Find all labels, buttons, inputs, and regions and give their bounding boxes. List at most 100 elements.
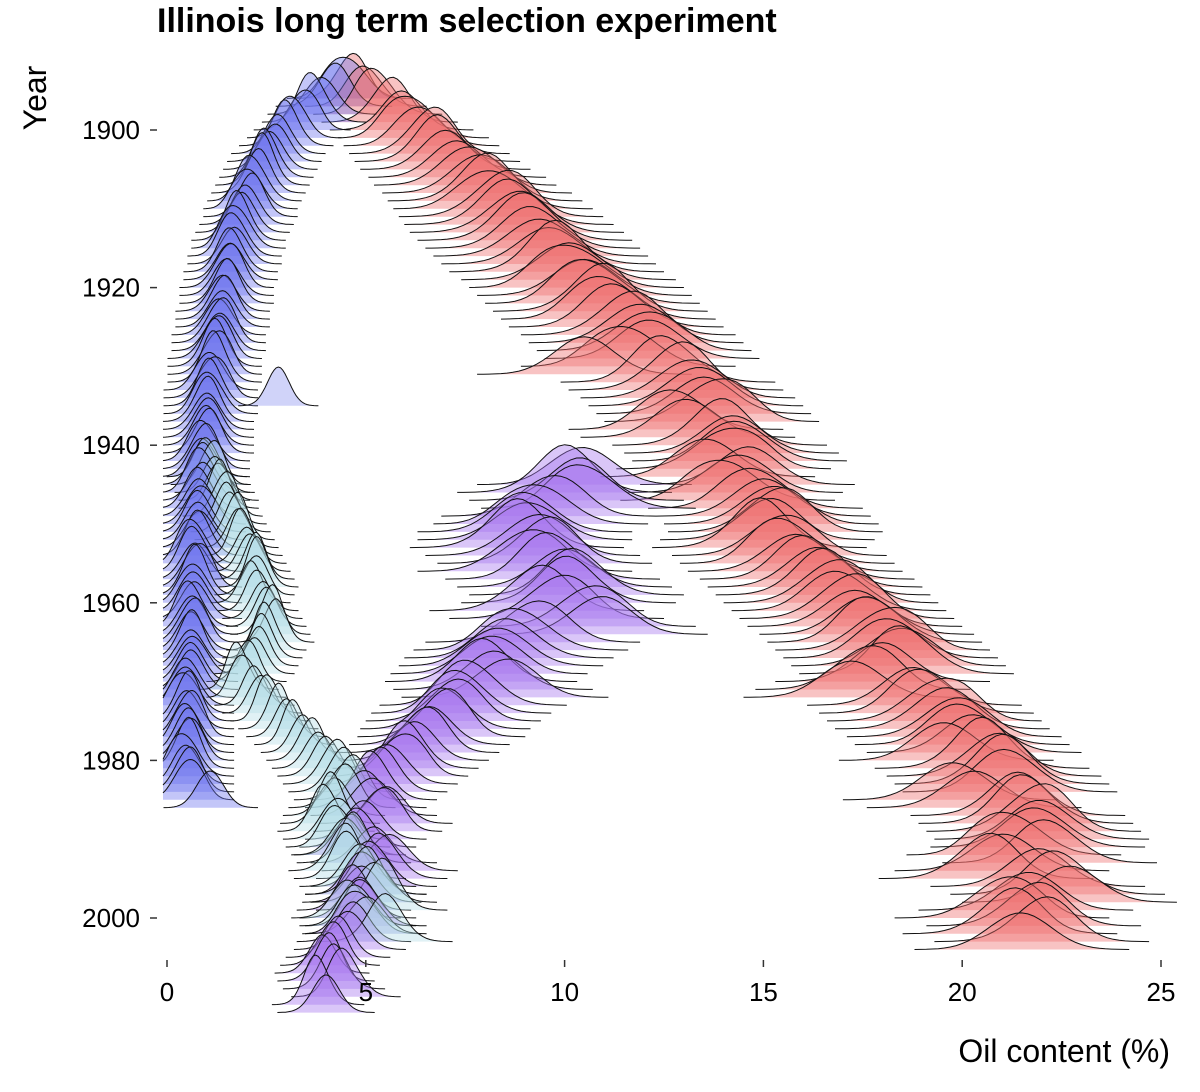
ridge-line bbox=[783, 618, 999, 659]
ridge-line bbox=[198, 641, 279, 690]
ridge-line bbox=[187, 226, 282, 265]
ridge-line bbox=[894, 733, 1110, 785]
ridge-line bbox=[305, 878, 427, 927]
ridge-area bbox=[950, 850, 1165, 895]
ridge-area bbox=[277, 974, 375, 1013]
ridge-area bbox=[305, 879, 427, 926]
ridge-line bbox=[580, 359, 796, 399]
ridge-area bbox=[238, 683, 319, 729]
ridge-area bbox=[469, 245, 684, 288]
ridge-area bbox=[332, 720, 479, 769]
ridge-line bbox=[743, 660, 959, 698]
ridge-area bbox=[203, 173, 298, 217]
ridge-line bbox=[508, 283, 724, 328]
ridge-area bbox=[210, 560, 291, 603]
ridge-line bbox=[739, 573, 955, 619]
ridge-area bbox=[293, 754, 406, 800]
ridge-area bbox=[231, 114, 326, 154]
ridge-line bbox=[175, 290, 270, 328]
ridge-area bbox=[477, 336, 692, 375]
ridge-line bbox=[162, 509, 247, 556]
ridge-area bbox=[178, 463, 259, 501]
ridge-area bbox=[163, 707, 235, 753]
x-tick-label: 15 bbox=[749, 977, 778, 1007]
ridge-area bbox=[807, 667, 1022, 706]
x-axis: 0 5 10 15 20 25 bbox=[160, 960, 1175, 1007]
ridge-line bbox=[874, 716, 1090, 769]
ridge-area bbox=[759, 597, 975, 635]
ridge-area bbox=[401, 659, 609, 698]
ridge-line bbox=[293, 52, 406, 99]
ridge-line bbox=[379, 659, 567, 706]
ridge-line bbox=[318, 892, 453, 943]
ridge-line bbox=[425, 600, 641, 643]
ridge-line bbox=[866, 714, 1082, 753]
ridge-area bbox=[934, 896, 1150, 942]
ridge-area bbox=[747, 590, 963, 627]
ridge-area bbox=[234, 598, 315, 643]
ridge-line bbox=[886, 732, 1102, 777]
y-tick-label: 2000 bbox=[82, 903, 140, 933]
ridge-area bbox=[163, 519, 243, 564]
ridge-area bbox=[253, 90, 351, 130]
ridge-area bbox=[481, 585, 696, 627]
ridge-area bbox=[461, 556, 676, 603]
ridge-area bbox=[588, 367, 804, 406]
ridge-line bbox=[163, 352, 259, 391]
ridge-line bbox=[616, 427, 832, 470]
ridge-area bbox=[175, 275, 270, 312]
ridge-area bbox=[640, 446, 855, 485]
ridge-line bbox=[282, 797, 386, 840]
ridge-line bbox=[186, 481, 267, 525]
ridge-line bbox=[162, 672, 235, 714]
ridge-line bbox=[723, 559, 939, 604]
ridge-line bbox=[288, 763, 396, 809]
ridge-area bbox=[282, 943, 386, 989]
ridge-area bbox=[163, 502, 246, 540]
ridge-line bbox=[343, 106, 500, 147]
ridge-area bbox=[508, 283, 724, 327]
ridge-area bbox=[179, 258, 274, 304]
ridge-line bbox=[316, 832, 448, 879]
ridge-area bbox=[313, 787, 443, 832]
ridge-line bbox=[520, 290, 736, 336]
ridge-area bbox=[163, 543, 243, 587]
ridge-area bbox=[318, 786, 453, 824]
ridge-line bbox=[260, 714, 344, 753]
ridge-area bbox=[894, 734, 1110, 784]
ridge-area bbox=[417, 192, 633, 241]
ridge-area bbox=[206, 655, 287, 698]
ridge-area bbox=[668, 487, 883, 532]
ridge-line bbox=[299, 884, 417, 927]
ridge-line bbox=[207, 154, 302, 202]
ridge-area bbox=[179, 243, 274, 288]
ridge-line bbox=[215, 132, 310, 186]
ridge-line bbox=[313, 787, 443, 832]
ridge-area bbox=[425, 206, 641, 249]
ridge-area bbox=[218, 570, 299, 611]
ridge-line bbox=[218, 625, 299, 667]
ridge-area bbox=[374, 146, 557, 186]
ridge-line bbox=[175, 274, 270, 312]
ridge-line bbox=[285, 804, 391, 848]
ridge-line bbox=[222, 580, 303, 619]
ridge-area bbox=[918, 774, 1134, 824]
ridge-line bbox=[343, 706, 500, 753]
ridge-area bbox=[288, 823, 396, 871]
ridge-line bbox=[271, 954, 365, 1006]
ridge-line bbox=[715, 547, 931, 596]
ridge-line bbox=[226, 586, 307, 627]
ridge-line bbox=[162, 670, 235, 722]
ridge-line bbox=[310, 826, 438, 864]
ridge-line bbox=[632, 420, 847, 462]
ridge-line bbox=[162, 461, 250, 501]
ridge-area bbox=[501, 276, 716, 320]
ridge-area bbox=[437, 516, 653, 564]
ridge-area bbox=[218, 536, 299, 587]
ridge-line bbox=[819, 668, 1034, 714]
ridge-area bbox=[171, 313, 266, 351]
ridge-line bbox=[604, 378, 820, 422]
ridge-area bbox=[604, 378, 820, 422]
ridge-area bbox=[175, 290, 270, 327]
ridge-area bbox=[327, 733, 469, 777]
